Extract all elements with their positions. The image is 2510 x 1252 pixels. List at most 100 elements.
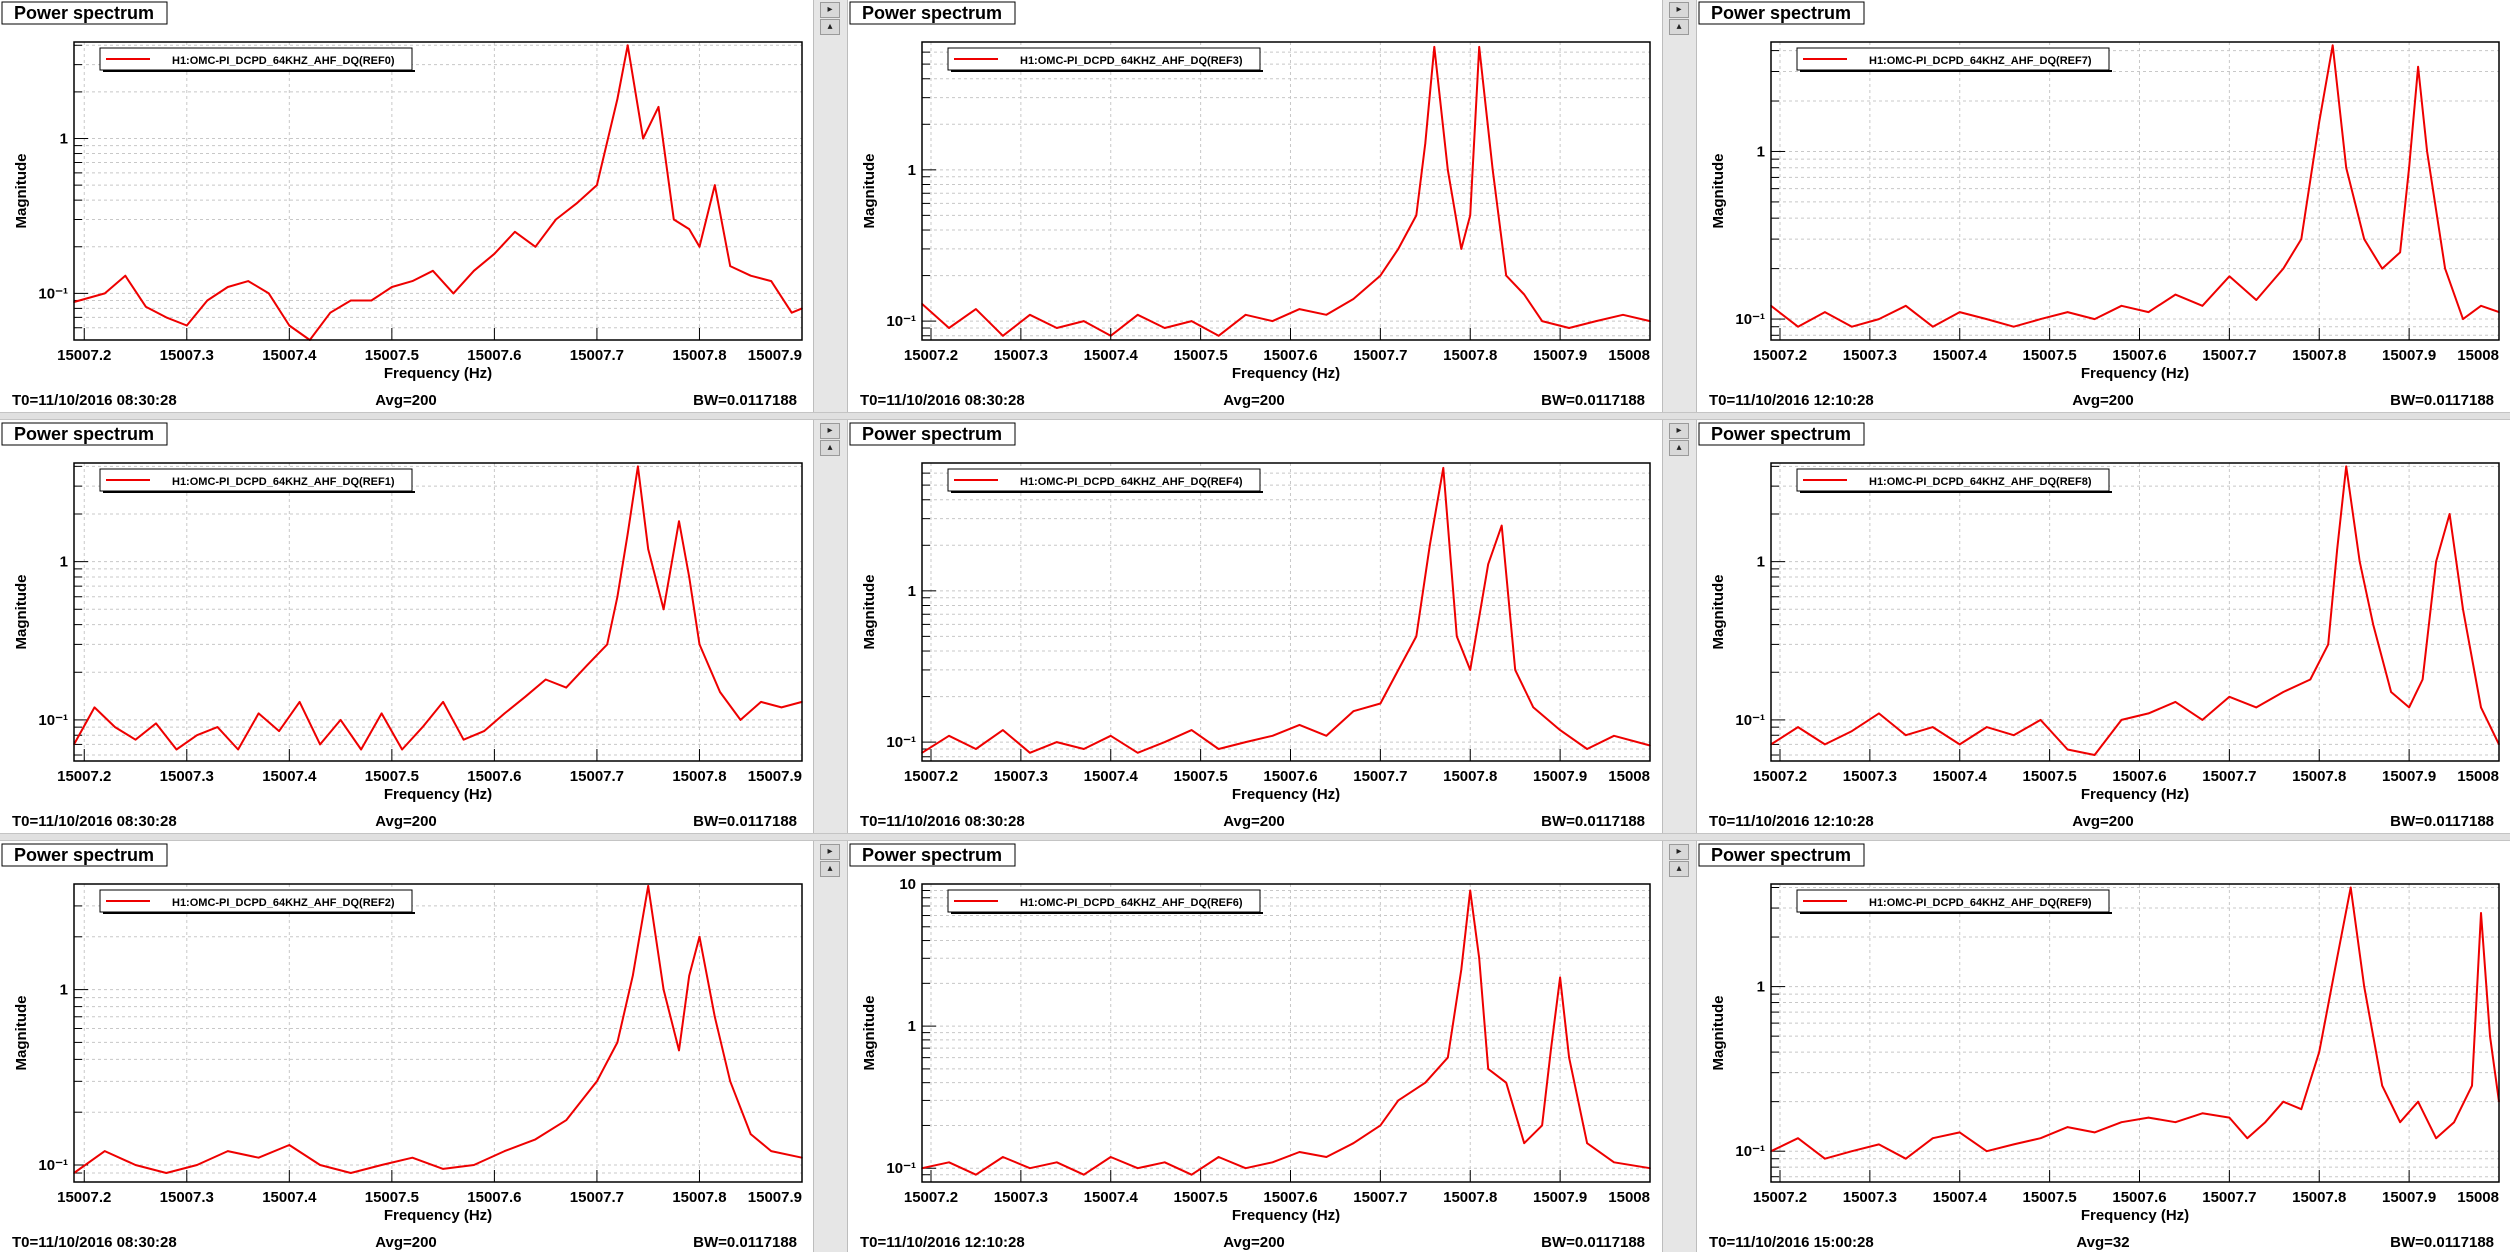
spectrum-chart[interactable]: Power spectrum 15007.2 15007.3 15007.4 15007… (0, 842, 813, 1252)
x-tick-label: 15007.3 (160, 768, 214, 785)
data-point (2318, 121, 2320, 123)
spectrum-series-line (921, 889, 1651, 1176)
x-tick-label: 15007.3 (1843, 347, 1897, 364)
arrow-right-icon[interactable]: ▸ (1669, 423, 1689, 439)
data-point (749, 274, 752, 277)
data-point (1500, 524, 1503, 527)
data-point (1056, 741, 1058, 743)
data-point (534, 1138, 537, 1141)
plot-panel: Power spectrum 15007.2 15007.3 15007.4 15007… (1697, 0, 2510, 410)
spectrum-chart[interactable]: Power spectrum 15007.2 15007.3 15007.4 15007… (848, 0, 1661, 410)
arrow-right-icon[interactable]: ▸ (1669, 2, 1689, 18)
arrow-up-icon[interactable]: ▴ (820, 861, 840, 877)
data-point (2174, 701, 2177, 703)
data-point (1932, 1137, 1934, 1139)
spectrum-chart[interactable]: Power spectrum 15007.2 15007.3 15007.4 15007… (848, 421, 1661, 831)
data-point (975, 1173, 977, 1176)
spectrum-chart[interactable]: Power spectrum 15007.2 15007.3 15007.4 15007… (1697, 842, 2510, 1252)
plot-panel: Power spectrum 15007.2 15007.3 15007.4 15007… (848, 421, 1661, 831)
data-point (2480, 305, 2482, 307)
arrow-up-icon[interactable]: ▴ (1669, 861, 1689, 877)
data-point (2147, 712, 2150, 715)
spectrum-chart[interactable]: Power spectrum 15007.2 15007.3 15007.4 15007… (1697, 0, 2510, 410)
spectrum-chart[interactable]: Power spectrum 15007.2 15007.3 15007.4 15007… (848, 842, 1661, 1252)
spectrum-series-line (921, 45, 1651, 337)
x-tick-label: 15007.5 (365, 768, 419, 785)
x-tick-label: 15007.3 (1843, 1189, 1897, 1206)
legend-label: H1:OMC-PI_DCPD_64KHZ_AHF_DQ(REF8) (1869, 476, 2092, 488)
data-point (411, 1156, 414, 1159)
data-point (2264, 1121, 2267, 1123)
x-tick-label: 15007.5 (2023, 347, 2077, 364)
arrow-up-icon[interactable]: ▴ (1669, 19, 1689, 35)
data-point (2417, 66, 2419, 68)
arrow-up-icon[interactable]: ▴ (1669, 440, 1689, 456)
data-point (1958, 1131, 1961, 1134)
x-tick-label: 15007.9 (2382, 768, 2436, 785)
x-tick-label: 15008 (2457, 768, 2499, 785)
data-point (2120, 719, 2123, 721)
spectrum-chart[interactable]: Power spectrum 15007.2 15007.3 15007.4 15007… (0, 421, 813, 831)
data-point (662, 608, 665, 611)
data-point (1932, 726, 1934, 728)
data-point (575, 202, 578, 205)
data-point (2399, 1121, 2401, 1123)
data-point (1379, 1124, 1382, 1127)
data-point (2480, 706, 2482, 709)
data-point (2255, 706, 2258, 709)
arrow-right-icon[interactable]: ▸ (820, 423, 840, 439)
data-point (1460, 248, 1463, 250)
data-point (2372, 623, 2374, 626)
panel-gutter[interactable]: ▸ ▴ ▸ ▴ ▸ ▴ (813, 0, 848, 1252)
x-tick-label: 15007.9 (2382, 347, 2436, 364)
data-point (2462, 318, 2464, 320)
data-point (1056, 327, 1058, 329)
data-point (585, 664, 588, 667)
spectrum-chart[interactable]: Power spectrum 15007.2 15007.3 15007.4 15007… (0, 0, 813, 410)
plot-frame (921, 883, 1651, 1183)
arrow-up-icon[interactable]: ▴ (820, 19, 840, 35)
x-tick-label: 15007.6 (2112, 768, 2166, 785)
data-point (606, 643, 608, 646)
plot-area (1771, 463, 2499, 761)
plot-frame (73, 41, 803, 341)
panel-gutter[interactable]: ▸ ▴ ▸ ▴ ▸ ▴ (1662, 0, 1697, 1252)
y-axis-label: Magnitude (1710, 154, 1727, 229)
spectrum-chart[interactable]: Power spectrum 15007.2 15007.3 15007.4 15007… (1697, 421, 2510, 831)
data-point (380, 712, 383, 715)
plot-panel: Power spectrum 15007.2 15007.3 15007.4 15007… (1697, 842, 2510, 1252)
data-point (1002, 729, 1004, 731)
x-tick-label: 15007.3 (994, 347, 1048, 364)
arrow-right-icon[interactable]: ▸ (1669, 844, 1689, 860)
data-point (1478, 957, 1480, 960)
data-point (1352, 298, 1355, 300)
data-point (1163, 741, 1166, 743)
legend-label: H1:OMC-PI_DCPD_64KHZ_AHF_DQ(REF4) (1020, 476, 1243, 488)
chart-title: Power spectrum (862, 845, 1002, 865)
data-point (626, 44, 629, 47)
data-point (93, 706, 96, 709)
data-point (2228, 1116, 2231, 1119)
plot-area (922, 42, 1650, 340)
data-point (350, 1172, 352, 1174)
data-point (1379, 274, 1382, 277)
data-point (175, 748, 178, 751)
data-point (770, 280, 772, 282)
data-point (1415, 635, 1418, 638)
data-point (1586, 1142, 1588, 1144)
x-tick-label: 15007.8 (2292, 768, 2346, 785)
x-tick-label: 15007.7 (570, 1189, 624, 1206)
data-point (626, 533, 629, 535)
arrow-right-icon[interactable]: ▸ (820, 844, 840, 860)
data-point (1622, 314, 1624, 316)
title-box (1698, 1, 1865, 25)
data-point (2390, 691, 2392, 693)
data-point (2336, 956, 2338, 959)
data-point (534, 246, 537, 248)
data-point (948, 735, 950, 737)
arrow-up-icon[interactable]: ▴ (820, 440, 840, 456)
data-point (642, 137, 644, 140)
chart-title: Power spectrum (1711, 424, 1851, 444)
arrow-right-icon[interactable]: ▸ (820, 2, 840, 18)
data-point (1797, 1137, 1799, 1139)
